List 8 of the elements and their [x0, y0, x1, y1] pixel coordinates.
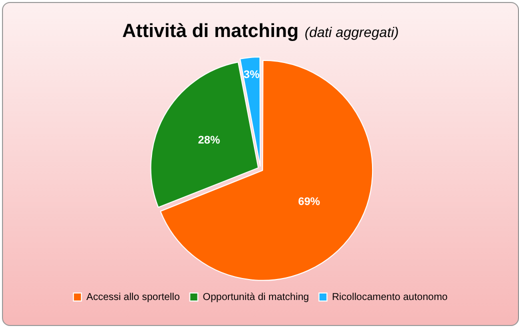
data-label: 69%: [298, 196, 320, 208]
legend-label: Accessi allo sportello: [86, 292, 180, 303]
chart-subtitle: (dati aggregati): [304, 24, 399, 40]
data-label: 28%: [198, 134, 220, 147]
legend-label: Opportunità di matching: [202, 292, 309, 303]
chart-title: Attività di matching: [122, 21, 299, 42]
legend-label: Ricollocamento autonomo: [332, 292, 448, 303]
data-label: 3%: [244, 68, 260, 81]
